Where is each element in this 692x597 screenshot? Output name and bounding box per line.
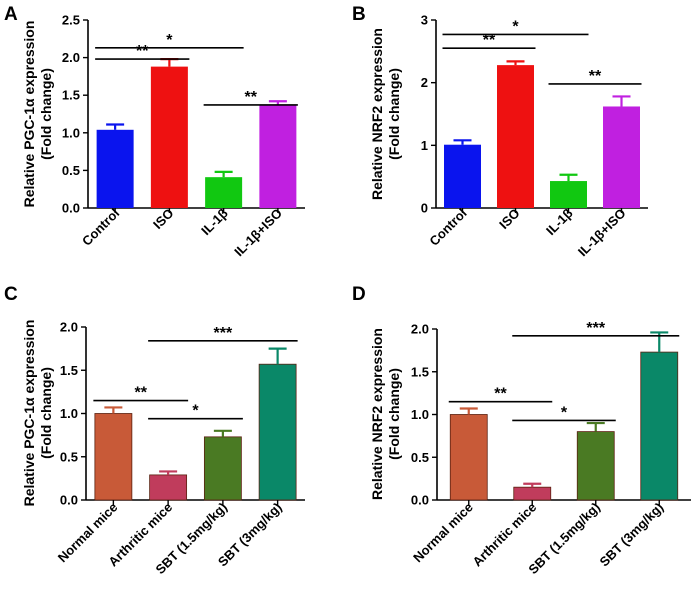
y-axis-label-line: Relative PGC-1α expression [21, 21, 37, 208]
category-label: IL-1β+ISO [231, 206, 285, 260]
y-tick-label: 1.0 [60, 406, 78, 421]
significance-label: * [166, 32, 173, 49]
category-label: ISO [150, 206, 176, 232]
y-tick-label: 0.5 [62, 163, 80, 178]
bar [203, 436, 242, 501]
category-label: IL-1β+ISO [575, 206, 629, 260]
significance-label: *** [214, 325, 233, 342]
chart-panel-d: D 0.0 0.5 1.0 1.5 2.0 Relative NRF2 expression… [352, 284, 691, 577]
category-label: SBT (3mg/kg) [597, 500, 667, 570]
bar [205, 177, 243, 208]
bar [550, 181, 587, 208]
y-axis-label: Relative PGC-1α expression (Fold change) [21, 320, 54, 507]
bar [449, 414, 488, 501]
significance-label: * [512, 18, 519, 35]
panel-letter: B [352, 4, 366, 25]
y-axis-label: Relative PGC-1α expression (Fold change) [21, 21, 54, 208]
significance-label: ** [494, 386, 507, 403]
category-label: Control [79, 206, 122, 249]
y-tick-label: 1.5 [60, 363, 78, 378]
significance-label: * [192, 403, 199, 420]
significance-label: ** [135, 385, 148, 402]
y-tick-label: 3 [421, 13, 428, 28]
y-tick-label: 0.5 [60, 449, 78, 464]
bar [149, 474, 188, 501]
bar [513, 486, 552, 501]
significance-label: ** [136, 43, 149, 60]
y-tick-label: 2 [421, 75, 428, 90]
y-tick-label: 2.0 [411, 322, 429, 337]
y-tick-label: 1.5 [411, 364, 429, 379]
bar [258, 363, 297, 501]
category-label: Normal mice [410, 500, 476, 566]
significance-label: ** [245, 89, 258, 106]
y-tick-label: 1.0 [62, 125, 80, 140]
y-axis-label-line: Relative PGC-1α expression [21, 320, 37, 507]
bar [603, 106, 640, 208]
bar [640, 351, 679, 501]
significance-label: * [561, 404, 568, 421]
y-axis-label-line: Relative NRF2 expression [369, 328, 385, 500]
panel-letter: C [4, 284, 18, 305]
y-axis-label-line: (Fold change) [38, 367, 54, 459]
significance-label: ** [589, 68, 602, 85]
chart-panel-c: C 0.0 0.5 1.0 1.5 2.0 Relative PGC-1α expressi… [4, 284, 305, 577]
y-tick-label: 1.5 [62, 88, 80, 103]
y-tick-label: 2.0 [60, 320, 78, 335]
chart-panel-a: A 0.0 0.5 1.0 1.5 2.0 2.5 Relative PGC-1α expre… [4, 4, 305, 259]
bar [94, 413, 133, 501]
bar [576, 431, 615, 501]
category-label: IL-1β [198, 205, 231, 238]
y-tick-label: 2.0 [62, 50, 80, 65]
category-label: ISO [496, 206, 522, 232]
chart-panel-b: B 0 1 2 3 Relative NRF2 expression (Fold chang… [352, 4, 648, 259]
y-tick-label: 1.0 [411, 407, 429, 422]
category-label: Arthritic mice [470, 500, 540, 570]
bar [150, 66, 188, 209]
y-tick-label: 0.5 [411, 450, 429, 465]
bar [259, 104, 297, 208]
bar [444, 144, 481, 208]
panel-letter: D [352, 284, 366, 305]
y-axis-label-line: Relative NRF2 expression [369, 28, 385, 200]
y-axis-label: Relative NRF2 expression (Fold change) [369, 28, 402, 200]
bar [497, 65, 534, 209]
y-tick-label: 0 [421, 201, 428, 216]
y-axis-label-line: (Fold change) [386, 368, 402, 460]
y-axis-label-line: (Fold change) [386, 68, 402, 160]
y-axis-label-line: (Fold change) [38, 68, 54, 160]
significance-label: *** [586, 320, 605, 337]
bar [96, 129, 134, 208]
significance-label: ** [483, 32, 496, 49]
y-tick-label: 0.0 [60, 493, 78, 508]
y-tick-label: 1 [421, 138, 428, 153]
y-axis-label: Relative NRF2 expression (Fold change) [369, 328, 402, 500]
y-tick-label: 0.0 [62, 201, 80, 216]
y-tick-label: 0.0 [411, 493, 429, 508]
category-label: IL-1β [543, 205, 576, 238]
panel-letter: A [4, 4, 18, 25]
y-tick-label: 2.5 [62, 13, 80, 28]
category-label: Control [426, 206, 469, 249]
